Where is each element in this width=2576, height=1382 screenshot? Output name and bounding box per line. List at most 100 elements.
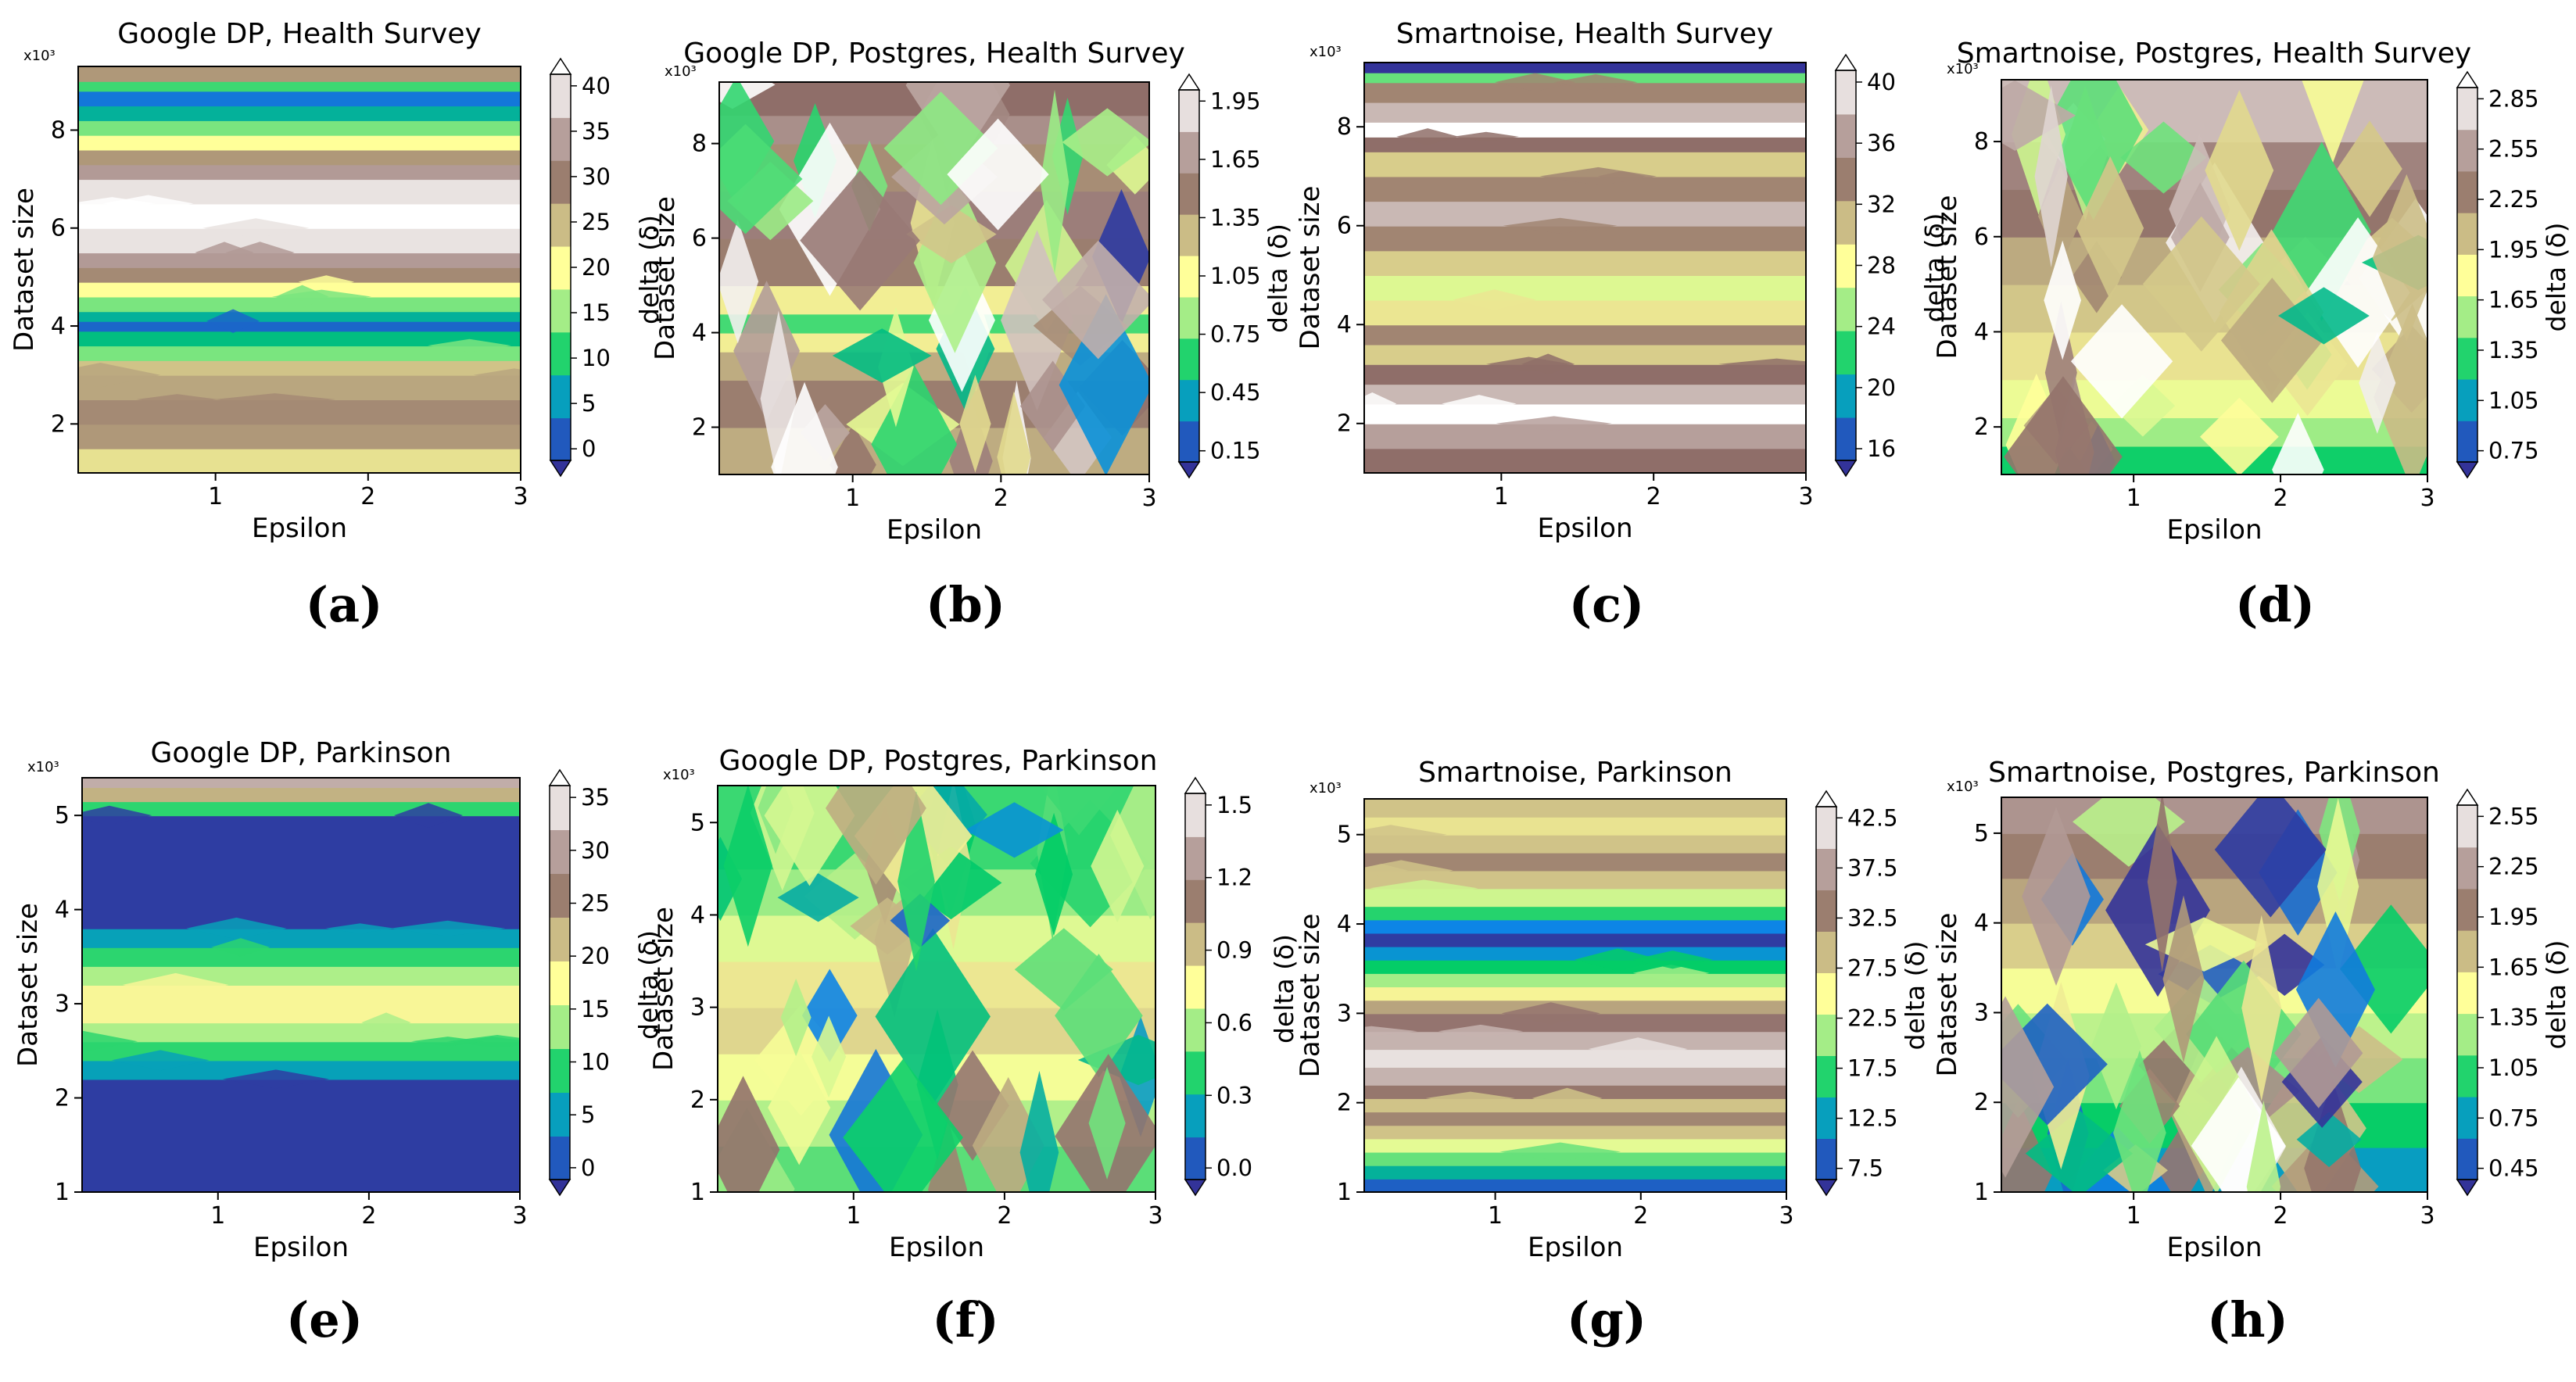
colorbar-segment [1179,213,1199,256]
contour-band [1364,63,1806,73]
panel-caption: (h) [2207,1291,2288,1348]
colorbar-tick-label: 1.05 [2488,387,2539,414]
panel-h: 1 2 3 1 2 3 4 5 x10³ Smartnoise, Postgres, Parkin… [1932,757,2571,1348]
contour-patch [780,978,811,1057]
contour-band [78,360,521,376]
contour-patch [1364,1026,1418,1036]
contour-band [1364,324,1806,346]
contour-patch [136,394,219,405]
contour-band [1364,959,1786,974]
x-tick-label: 2 [361,1202,376,1230]
colorbar-tick-label: 0 [582,435,596,462]
x-tick-label: 1 [2126,1202,2141,1230]
contour-patch [394,803,464,829]
colorbar-tick-label: 40 [1867,69,1896,95]
panel-a: 1 2 3 2 4 6 8 x10³ Google DP, Health Survey Epsil… [9,18,665,633]
contour-band [1364,1151,1786,1166]
contour-patch [410,1036,485,1047]
x-tick-label: 2 [1633,1202,1648,1230]
contour-band [1364,1125,1786,1140]
contour-patch [1588,1037,1688,1061]
panel-title: Google DP, Parkinson [151,737,452,769]
colorbar-tick-label: 12.5 [1847,1105,1898,1132]
contour-band [2001,797,2427,834]
colorbar-tick-label: 5 [582,390,596,417]
contour-band [78,311,521,322]
colorbar-label: delta (δ) [1919,213,1950,322]
colorbar-segment [1816,931,1836,973]
contour-patch [2302,80,2364,163]
contour-patch [102,195,194,213]
contour-patch [2070,304,2173,419]
y-tick-label: 5 [55,802,70,829]
contour-patch [875,928,991,1105]
x-axis-label: Epsilon [253,1232,349,1263]
colorbar-segment [2457,971,2477,1015]
panel-caption: (c) [1569,576,1644,633]
colorbar-segment [550,961,570,1005]
colorbar-tick-label: 2.25 [2488,186,2539,213]
colorbar-tick-label: 5 [581,1101,595,1128]
y-tick-label: 4 [1974,318,1989,346]
colorbar-extend-max [548,768,571,786]
contour-band [82,947,520,967]
colorbar-tick-label: 35 [582,118,611,145]
y-tick-label: 6 [692,225,707,252]
colorbar-tick-label: 17.5 [1847,1055,1898,1082]
x-axis-label: Epsilon [2166,1232,2262,1263]
contour-patch [883,91,998,206]
contour-patch [211,938,270,957]
x-axis-label: Epsilon [1528,1232,1623,1263]
colorbar-tick-label: 0.75 [1210,321,1261,348]
colorbar-segment [550,374,571,419]
colorbar-segment [1185,836,1206,880]
colorbar-segment [550,1092,570,1137]
colorbar-tick-label: 10 [582,345,611,371]
contour-patch [82,805,152,825]
contour-patch [2295,911,2375,1068]
contour-patch [843,1058,963,1192]
y-tick-label: 1 [690,1179,705,1206]
contour-patch [768,1050,831,1165]
colorbar-segment [2457,847,2477,890]
plot-area [82,778,520,1192]
x-tick-label: 2 [997,1202,1012,1230]
colorbar-segment [550,245,571,290]
contour-band [82,815,520,929]
contour-patch [1364,825,1447,845]
contour-band [82,787,520,803]
y-tick-label: 4 [51,313,66,340]
contour-patch [78,363,161,388]
contour-patch [2044,240,2082,360]
contour-patch [800,170,920,311]
plot-area [1364,63,1806,473]
colorbar-label: delta (δ) [1263,224,1293,333]
contour-band [1364,448,1806,473]
contour-patch [1503,217,1618,234]
contour-patch [1059,294,1149,474]
colorbar-label: delta (δ) [633,930,664,1040]
colorbar-extend-min [1184,1179,1207,1197]
colorbar-tick-label: 15 [581,996,610,1022]
y-multiplier: x10³ [1309,780,1342,797]
contour-band [1364,344,1806,365]
contour-patch [1077,1034,1155,1086]
colorbar-tick-label: 42.5 [1847,804,1898,831]
contour-patch [850,897,925,955]
colorbar-extend-min [548,1179,571,1197]
contour-patch [206,309,260,334]
colorbar-label: delta (δ) [1900,940,1930,1050]
contour-patch [1718,358,1806,371]
colorbar-tick-label: 0 [581,1155,595,1181]
axes-frame [77,66,521,474]
colorbar-tick-label: 32.5 [1847,904,1898,931]
y-multiplier: x10³ [1309,44,1342,60]
contour-patch [825,786,926,885]
colorbar-extend-min [1177,461,1201,479]
y-tick-label: 3 [55,990,70,1018]
panel-title: Smartnoise, Parkinson [1418,757,1732,789]
contour-patch [2034,85,2068,268]
contour-patch [427,338,511,353]
colorbar-segment [2457,170,2477,213]
